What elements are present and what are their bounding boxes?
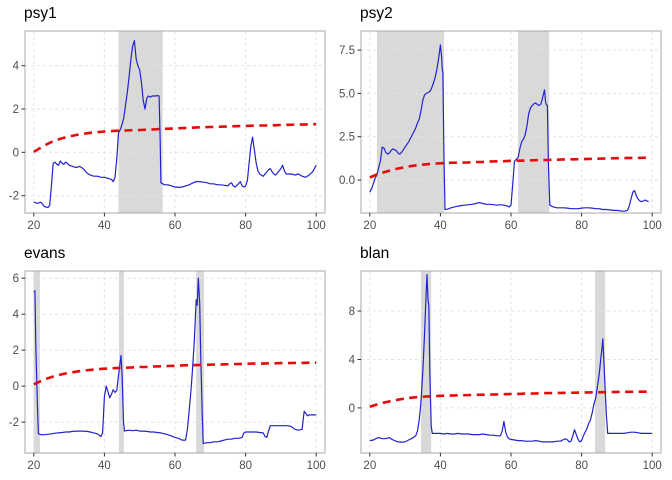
y-tick-label: 0 <box>13 147 19 159</box>
y-tick-label: 0 <box>349 403 355 415</box>
shaded-region <box>376 31 444 213</box>
x-tick-label: 40 <box>434 220 447 232</box>
y-tick-label: 8 <box>349 306 355 318</box>
panel-title-evans: evans <box>24 245 66 262</box>
panel-psy1: psy1 20 40 60 80 100 -2 0 2 4 <box>0 0 336 240</box>
x-tick-label: 40 <box>98 460 111 472</box>
x-tick-label: 60 <box>169 220 182 232</box>
x-tick-label: 20 <box>363 220 376 232</box>
x-tick-label: 80 <box>239 460 252 472</box>
series-blue-solid <box>369 274 653 443</box>
panel-title-psy2: psy2 <box>360 5 393 22</box>
shaded-region <box>196 271 204 453</box>
x-tick-label: 100 <box>643 460 662 472</box>
plot-evans: 20 40 60 80 100 -2 0 2 4 6 <box>9 270 326 472</box>
x-tick-label: 20 <box>363 460 376 472</box>
panel-psy2: psy2 20 40 60 80 100 0.0 2.5 5.0 7.5 <box>336 0 672 240</box>
y-tick-label: 7.5 <box>339 45 355 57</box>
shaded-region <box>421 271 432 453</box>
x-tick-label: 100 <box>643 220 662 232</box>
x-tick-label: 60 <box>505 460 518 472</box>
y-tick-label: 0.0 <box>339 175 355 187</box>
series-blue-solid <box>33 40 317 209</box>
y-tick-label: 4 <box>13 309 20 321</box>
y-tick-label: -2 <box>9 417 19 429</box>
panel-title-blan: blan <box>360 245 390 262</box>
x-tick-label: 80 <box>239 220 252 232</box>
shaded-region <box>118 31 163 213</box>
y-tick-label: 4 <box>13 61 20 73</box>
y-tick-label: 4 <box>349 355 356 367</box>
plot-psy1: 20 40 60 80 100 -2 0 2 4 <box>9 30 326 232</box>
x-tick-label: 20 <box>27 220 40 232</box>
x-tick-label: 80 <box>575 220 588 232</box>
x-tick-label: 80 <box>575 460 588 472</box>
series-red-dashed <box>369 156 649 179</box>
panel-blan: blan 20 40 60 80 100 0 4 8 <box>336 240 672 480</box>
y-tick-label: 5.0 <box>339 88 355 100</box>
x-tick-label: 20 <box>27 460 40 472</box>
y-tick-label: 2 <box>13 345 19 357</box>
x-tick-label: 60 <box>505 220 518 232</box>
y-tick-label: 2.5 <box>339 132 355 144</box>
x-tick-label: 40 <box>434 460 447 472</box>
series-red-dashed <box>369 390 653 408</box>
shaded-region <box>518 31 550 213</box>
panel-title-psy1: psy1 <box>24 5 57 22</box>
x-tick-label: 40 <box>98 220 111 232</box>
x-tick-label: 100 <box>307 460 326 472</box>
series-blue-solid <box>369 44 649 212</box>
panel-evans: evans 20 40 60 80 100 -2 0 2 4 6 <box>0 240 336 480</box>
plot-psy2: 20 40 60 80 100 0.0 2.5 5.0 7.5 <box>339 30 662 232</box>
y-tick-label: 6 <box>13 273 19 285</box>
y-tick-label: -2 <box>9 191 19 203</box>
y-tick-label: 0 <box>13 381 19 393</box>
x-tick-label: 60 <box>169 460 182 472</box>
y-tick-label: 2 <box>13 104 19 116</box>
plot-blan: 20 40 60 80 100 0 4 8 <box>349 270 662 472</box>
x-tick-label: 100 <box>307 220 326 232</box>
series-blue-solid <box>33 277 317 445</box>
